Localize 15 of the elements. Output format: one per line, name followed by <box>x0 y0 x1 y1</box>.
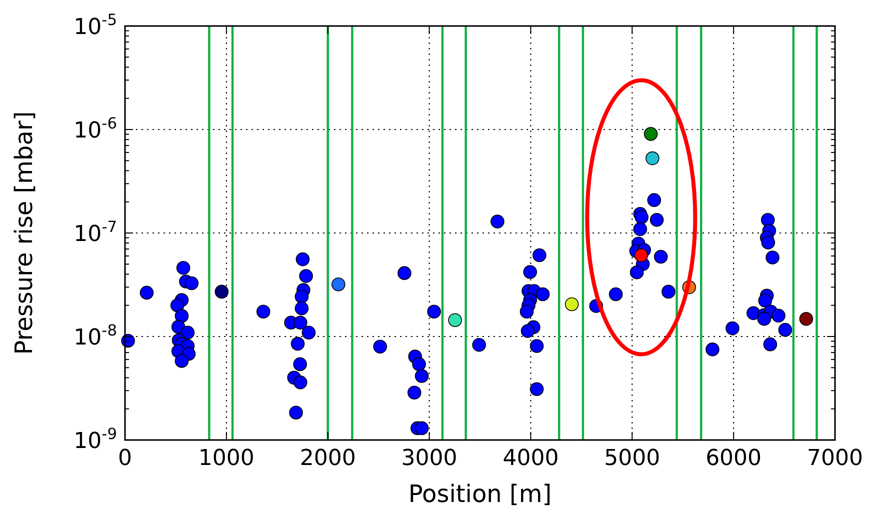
x-tick-label: 6000 <box>706 446 762 471</box>
x-tick-label: 4000 <box>502 446 559 471</box>
y-tick-label: 10$^{-8}$ <box>74 322 117 350</box>
y-axis-title: Pressure rise [mbar] <box>10 111 38 355</box>
x-axis-title: Position [m] <box>408 480 552 508</box>
y-tick-label: 10$^{-5}$ <box>74 11 117 40</box>
x-tick-label: 1000 <box>198 446 254 471</box>
x-tick-label: 2000 <box>300 446 356 471</box>
x-tick-label: 7000 <box>807 446 863 471</box>
y-tick-label: 10$^{-9}$ <box>74 425 117 454</box>
x-tick-label: 3000 <box>401 446 458 471</box>
x-tick-label: 5000 <box>604 446 660 471</box>
x-tick-label: 0 <box>118 446 132 471</box>
y-tick-label: 10$^{-6}$ <box>74 114 117 144</box>
y-tick-label: 10$^{-7}$ <box>74 218 117 247</box>
